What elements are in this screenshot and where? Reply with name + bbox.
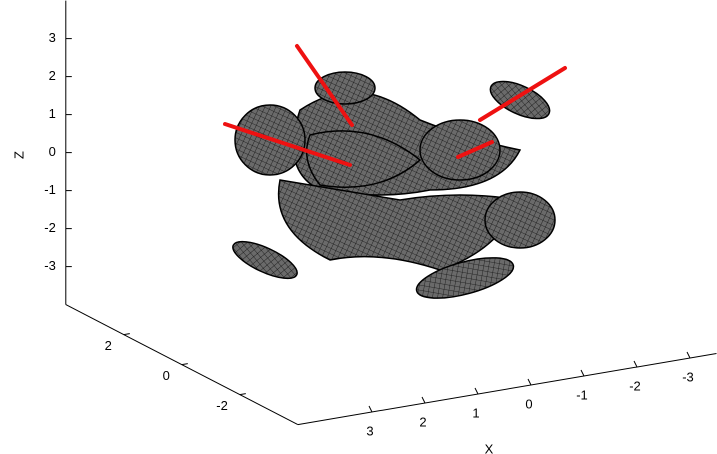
- z-axis-label: Z: [11, 151, 26, 159]
- z-tick-label: 2: [49, 68, 56, 83]
- z-tick-label: -2: [44, 220, 56, 235]
- x-tick-label: -3: [682, 369, 694, 384]
- x-tick-label: 2: [419, 414, 426, 429]
- mesh-cone: [485, 192, 555, 248]
- mesh-cone: [228, 234, 302, 285]
- x-tick-mark: [581, 370, 584, 376]
- y-tick-mark: [182, 364, 188, 365]
- y-tick-label: 0: [163, 368, 170, 383]
- mesh-cone: [420, 120, 500, 180]
- z-tick-label: 0: [49, 144, 56, 159]
- x-tick-label: 1: [472, 405, 479, 420]
- x-tick-mark: [528, 379, 531, 385]
- z-tick-label: -1: [44, 182, 56, 197]
- mesh-object: [225, 46, 565, 306]
- x-axis-line: [298, 354, 717, 425]
- x-tick-label: 0: [525, 396, 532, 411]
- x-tick-label: -1: [576, 387, 588, 402]
- y-tick-label: 2: [105, 338, 112, 353]
- x-tick-label: -2: [629, 378, 641, 393]
- z-tick-label: 3: [49, 30, 56, 45]
- x-tick-mark: [369, 406, 372, 412]
- x-axis-label: X: [485, 441, 494, 454]
- z-tick-label: -3: [44, 258, 56, 273]
- y-tick-mark: [124, 334, 130, 335]
- y-tick-mark: [240, 394, 246, 395]
- x-tick-label: 3: [366, 423, 373, 438]
- chart: Z X -3 -2 -1 0 1 2 3 -2 0 2 -3 -2 -1 0 1 2 3: [0, 0, 717, 454]
- x-tick-mark: [634, 361, 637, 367]
- y-tick-label: -2: [216, 398, 228, 413]
- z-tick-label: 1: [49, 106, 56, 121]
- x-tick-mark: [422, 397, 425, 403]
- x-tick-mark: [687, 352, 690, 358]
- x-tick-mark: [475, 388, 478, 394]
- y-axis-line: [66, 305, 298, 425]
